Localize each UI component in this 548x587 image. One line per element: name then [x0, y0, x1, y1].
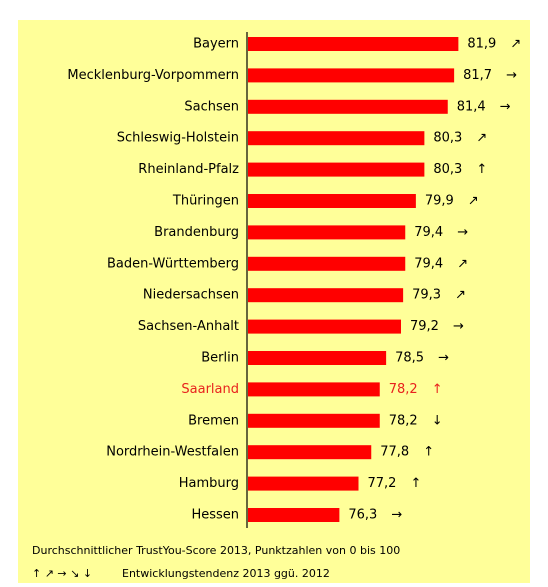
y-tick-label: Hessen	[191, 508, 239, 523]
value-label: 78,2	[389, 382, 418, 397]
bar	[248, 382, 380, 397]
bar	[248, 99, 448, 114]
y-tick-label: Niedersachsen	[143, 288, 239, 303]
value-label: 78,5	[395, 351, 424, 366]
y-tick-label: Bremen	[188, 413, 239, 428]
trend-arrow: ↗	[468, 194, 479, 209]
value-label: 81,4	[457, 99, 486, 114]
legend-text: Entwicklungstendenz 2013 ggü. 2012	[122, 567, 330, 580]
bar	[248, 162, 425, 177]
y-tick-label: Baden-Württemberg	[107, 256, 239, 271]
y-tick-label: Sachsen	[184, 99, 239, 114]
value-label: 80,3	[433, 162, 462, 177]
value-label: 79,4	[414, 225, 443, 240]
value-label: 79,9	[425, 194, 454, 209]
y-tick-label: Nordrhein-Westfalen	[106, 445, 239, 460]
bar	[248, 319, 401, 334]
trend-arrow: →	[391, 508, 402, 523]
value-label: 79,3	[412, 288, 441, 303]
trend-arrow: ↗	[457, 256, 468, 271]
trend-arrow: →	[506, 68, 517, 83]
footnote: Durchschnittlicher TrustYou-Score 2013, …	[32, 544, 400, 557]
bar	[248, 37, 459, 51]
bar	[248, 508, 340, 522]
y-tick-label: Brandenburg	[154, 225, 239, 240]
bar	[248, 413, 380, 428]
bar	[248, 68, 455, 83]
bar	[248, 351, 387, 365]
value-label: 81,7	[463, 68, 492, 83]
y-tick-label: Schleswig-Holstein	[117, 131, 239, 146]
bar	[248, 225, 406, 240]
bar	[248, 476, 359, 491]
bar	[248, 445, 372, 460]
value-label: 76,3	[348, 508, 377, 523]
trend-arrow: ↗	[476, 131, 487, 146]
y-tick-label: Hamburg	[179, 476, 239, 491]
trend-arrow: →	[453, 319, 464, 334]
value-label: 80,3	[433, 131, 462, 146]
y-tick-label: Sachsen-Anhalt	[138, 319, 239, 334]
trend-arrow: →	[457, 225, 468, 240]
trend-arrow: →	[500, 99, 511, 114]
y-tick-label: Mecklenburg-Vorpommern	[67, 68, 239, 83]
y-tick-label: Thüringen	[172, 194, 239, 209]
y-tick-label: Rheinland-Pfalz	[138, 162, 239, 177]
value-label: 79,4	[414, 256, 443, 271]
trend-arrow: →	[438, 351, 449, 366]
y-tick-label: Saarland	[181, 382, 239, 397]
trend-arrow: ↑	[411, 476, 422, 491]
trend-arrow: ↑	[432, 382, 443, 397]
bar	[248, 256, 406, 271]
bar	[248, 194, 416, 208]
legend-arrows: ↑ ↗ → ↘ ↓	[32, 567, 92, 580]
trend-arrow: ↗	[455, 288, 466, 303]
value-label: 81,9	[467, 37, 496, 52]
value-label: 77,8	[380, 445, 409, 460]
value-label: 79,2	[410, 319, 439, 334]
bar	[248, 131, 425, 146]
y-tick-label: Berlin	[201, 351, 239, 366]
trend-arrow: ↑	[476, 162, 487, 177]
trend-arrow: ↑	[423, 445, 434, 460]
trend-arrow: ↓	[432, 413, 443, 428]
value-label: 78,2	[389, 413, 418, 428]
y-tick-label: Bayern	[193, 37, 239, 52]
bar	[248, 288, 404, 303]
trend-arrow: ↗	[510, 37, 521, 52]
value-label: 77,2	[368, 476, 397, 491]
